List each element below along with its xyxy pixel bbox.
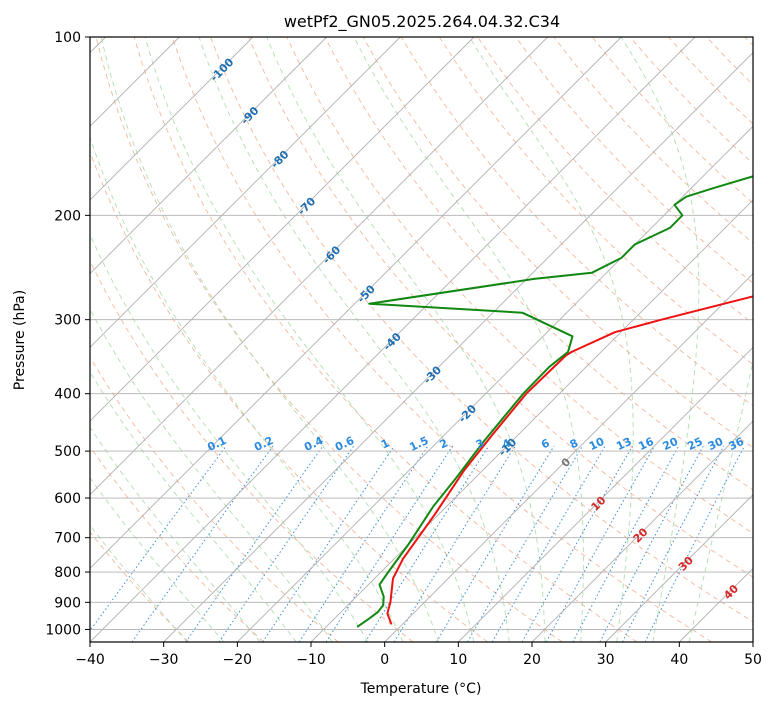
mixing-ratio-line [185,445,324,642]
y-tick-label: 700 [54,531,81,547]
mixing-ratio-line [218,445,355,642]
isotherm-line [237,125,753,642]
y-tick-label: 600 [54,491,81,507]
mixing-ratio-label: 25 [685,435,704,453]
x-tick-label: 20 [523,652,541,668]
moist-adiabat-line [90,477,225,642]
x-tick-label: 30 [597,652,615,668]
isotherm-line [531,420,753,642]
x-tick-label: −40 [75,652,105,668]
isotherm-line [752,641,753,642]
dry-adiabat-line [171,37,712,642]
mixing-ratio-label: 36 [727,435,747,453]
plot-frame [89,36,754,643]
dry-adiabat-line [248,37,753,578]
moist-adiabat-line [353,37,584,642]
dry-adiabat-line [515,37,753,284]
mixing-ratio-line [545,445,656,642]
moist-adiabat-line [90,135,404,642]
dry-adiabat-line [210,37,753,623]
y-tick-label: 400 [54,387,81,403]
y-tick-label: 800 [54,565,81,581]
mixing-ratio-line [521,445,633,642]
x-tick-label: 50 [744,652,762,668]
plot-background [90,37,753,642]
x-tick-label: −30 [149,652,179,668]
dewpoint-profile-line [356,175,753,628]
isotherm-line [90,37,548,496]
chart-title: wetPf2_GN05.2025.264.04.32.C34 [284,12,560,32]
mixing-ratio-line [298,445,429,642]
x-tick-label: 0 [380,652,389,668]
isotherm-line [90,37,475,422]
mixing-ratio-line [262,445,395,642]
mixing-ratio-line [325,445,454,642]
isotherm-line [90,37,622,569]
mixing-ratio-label: 16 [636,435,656,453]
dry-adiabat-line [439,37,753,365]
isotherm-line [605,494,753,642]
mixing-ratio-label: 10 [587,435,607,453]
dry-adiabat-line [400,37,753,407]
isotherm-line [310,199,753,642]
x-tick-label: −20 [223,652,253,668]
y-tick-label: 900 [54,595,81,611]
isotherm-line [163,52,753,642]
dry-adiabat-line [90,531,190,642]
moist-adiabat-line [620,37,700,642]
mixing-ratio-label: 20 [661,435,681,453]
moist-adiabat-line [90,524,188,642]
dry-adiabat-line [90,150,488,642]
isotherm-line [458,346,753,642]
moist-adiabat-line [144,37,475,642]
y-tick-label: 200 [54,208,81,224]
moist-adiabat-line [266,37,546,642]
x-tick-label: −10 [296,652,326,668]
mixing-ratio-line [644,445,746,642]
dry-adiabat-line [133,37,638,642]
isotherm-line [384,273,753,642]
x-axis-label: Temperature (°C) [360,681,482,697]
y-tick-label: 100 [54,30,81,46]
moist-adiabat-line [90,233,369,642]
mixing-ratio-line [467,445,584,642]
mixing-ratio-line [621,445,725,642]
mixing-ratio-line [364,445,490,642]
mixing-ratio-line [435,445,555,642]
mixing-ratio-label: 30 [706,435,726,453]
moist-adiabat-line [90,370,297,642]
y-tick-label: 300 [54,313,81,329]
y-axis-label: Pressure (hPa) [12,290,28,390]
dry-adiabat-line [90,445,264,642]
dry-adiabat-line [95,37,563,642]
mixing-ratio-line [131,445,274,642]
isotherm-line [90,37,254,201]
y-tick-label: 1000 [45,622,81,638]
y-tick-label: 500 [54,444,81,460]
moist-adiabat-line [100,37,439,642]
isotherm-line [90,37,401,348]
dry-adiabat-line [90,356,339,642]
isotherm-line [90,37,696,642]
mixing-ratio-label: 13 [614,435,633,453]
moist-adiabat-line [90,426,261,642]
isotherm-line [90,37,327,275]
temperature-profile-line [386,295,753,625]
x-tick-label: 10 [449,652,467,668]
x-tick-label: 40 [670,652,688,668]
